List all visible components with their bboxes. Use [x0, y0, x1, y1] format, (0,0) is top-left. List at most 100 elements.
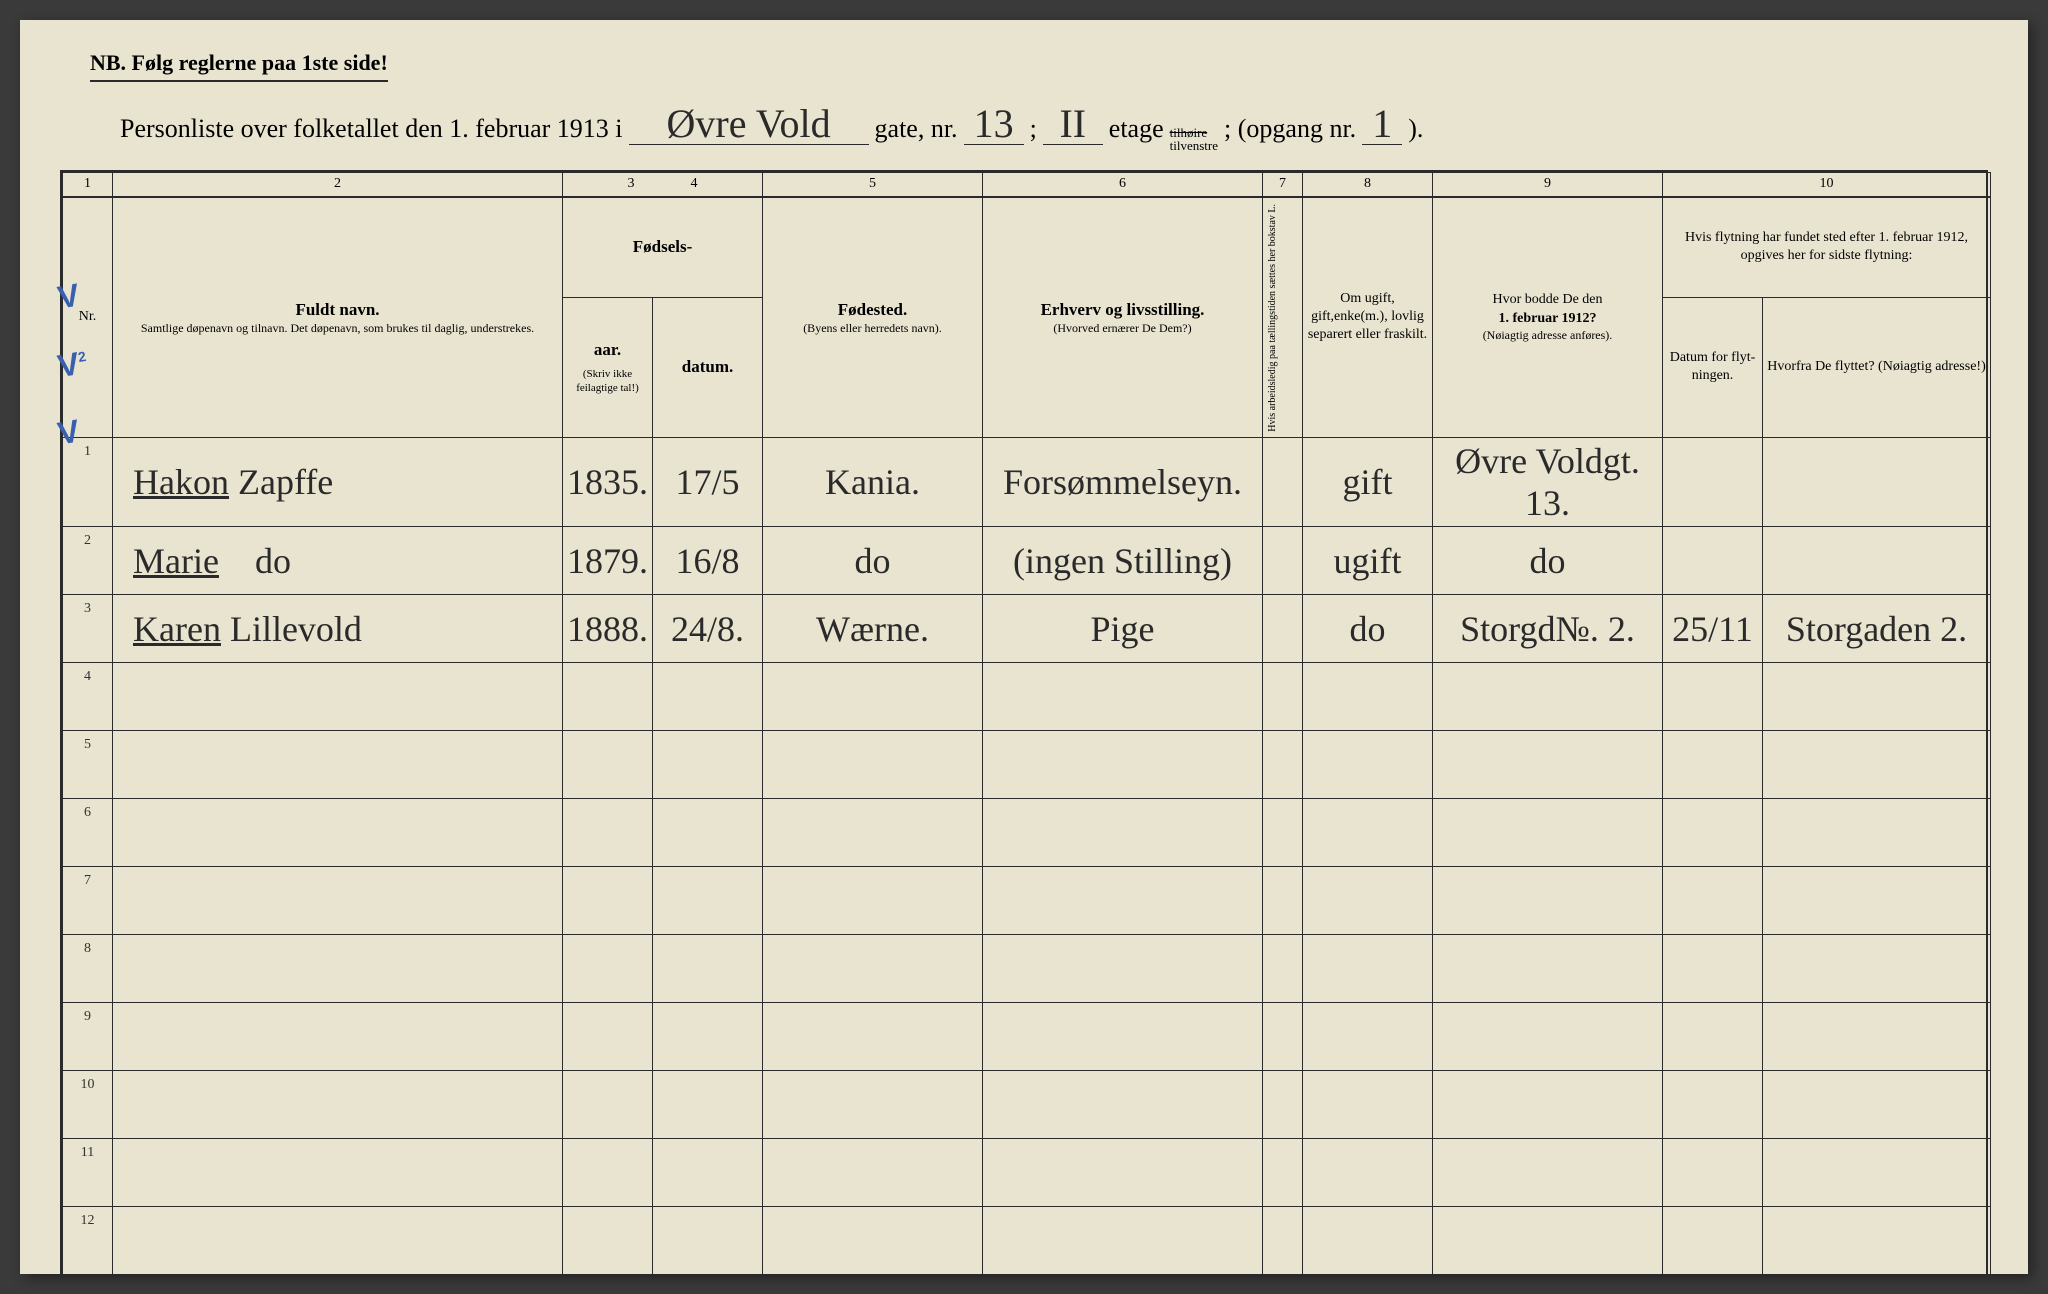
- colnum-6: 6: [983, 173, 1263, 197]
- cell-flytdat: [1663, 799, 1763, 867]
- cell-datum: [653, 731, 763, 799]
- cell-status: [1303, 731, 1433, 799]
- cell-flytfra: [1763, 1139, 1991, 1207]
- cell-status: [1303, 935, 1433, 1003]
- cell-flytdat: [1663, 663, 1763, 731]
- cell-status: [1303, 1003, 1433, 1071]
- cell-fodested: [763, 799, 983, 867]
- cell-name: Marie do: [113, 527, 563, 595]
- row-number: 5: [63, 731, 113, 799]
- cell-addr: [1433, 1003, 1663, 1071]
- cell-erhverv: [983, 731, 1263, 799]
- cell-datum: [653, 663, 763, 731]
- cell-status: [1303, 799, 1433, 867]
- hdr-col10-top: Hvis flytning har fundet sted efter 1. f…: [1663, 197, 1991, 298]
- cell-col7: [1263, 595, 1303, 663]
- cell-name: [113, 867, 563, 935]
- cell-aar: [563, 1139, 653, 1207]
- cell-datum: 17/5: [653, 438, 763, 527]
- colnum-10: 10: [1663, 173, 1991, 197]
- cell-fodested: Kania.: [763, 438, 983, 527]
- row-number: 10: [63, 1071, 113, 1139]
- row-number: 7: [63, 867, 113, 935]
- cell-name: [113, 663, 563, 731]
- cell-name: [113, 935, 563, 1003]
- hdr-nr: Nr.: [63, 197, 113, 438]
- blue-checkmark-2: V2: [55, 344, 90, 385]
- title-row: Personliste over folketallet den 1. febr…: [120, 104, 1988, 152]
- cell-col7: [1263, 1071, 1303, 1139]
- cell-flytdat: [1663, 1003, 1763, 1071]
- cell-flytdat: [1663, 1207, 1763, 1275]
- cell-col7: [1263, 663, 1303, 731]
- cell-flytfra: [1763, 731, 1991, 799]
- hdr-name-sub: Samtlige døpenavn og tilnavn. Det døpena…: [117, 321, 558, 337]
- cell-name: Hakon Zapffe: [113, 438, 563, 527]
- opgang-label: ; (opgang nr.: [1224, 114, 1356, 144]
- cell-erhverv: Pige: [983, 595, 1263, 663]
- cell-datum: 16/8: [653, 527, 763, 595]
- cell-col7: [1263, 1207, 1303, 1275]
- cell-status: [1303, 663, 1433, 731]
- cell-addr: [1433, 1139, 1663, 1207]
- cell-flytfra: [1763, 799, 1991, 867]
- cell-datum: [653, 799, 763, 867]
- colnum-7: 7: [1263, 173, 1303, 197]
- cell-col7: [1263, 527, 1303, 595]
- hdr-col9-sub: (Nøiagtig adresse anføres).: [1437, 328, 1658, 344]
- cell-flytdat: [1663, 527, 1763, 595]
- hdr-col8: Om ugift, gift,enke(m.), lovlig separert…: [1303, 197, 1433, 438]
- cell-erhverv: [983, 1139, 1263, 1207]
- hdr-fodested-sub: (Byens eller herredets navn).: [767, 321, 978, 337]
- cell-flytdat: [1663, 935, 1763, 1003]
- cell-aar: [563, 663, 653, 731]
- cell-status: gift: [1303, 438, 1433, 527]
- cell-status: [1303, 1071, 1433, 1139]
- cell-datum: [653, 1139, 763, 1207]
- table-row: 7: [63, 867, 1991, 935]
- side-options: tilhøire tilvenstre: [1170, 126, 1218, 152]
- row-number: 3: [63, 595, 113, 663]
- cell-flytfra: Storgaden 2.: [1763, 595, 1991, 663]
- cell-erhverv: [983, 1071, 1263, 1139]
- row-number: 6: [63, 799, 113, 867]
- cell-fodested: [763, 1071, 983, 1139]
- cell-flytdat: [1663, 731, 1763, 799]
- cell-addr: [1433, 1071, 1663, 1139]
- cell-erhverv: [983, 1003, 1263, 1071]
- cell-addr: [1433, 935, 1663, 1003]
- cell-fodested: do: [763, 527, 983, 595]
- hdr-col10b: Hvorfra De flyttet? (Nøiagtig adresse!): [1763, 297, 1991, 438]
- row-number: 8: [63, 935, 113, 1003]
- cell-erhverv: [983, 867, 1263, 935]
- cell-flytfra: [1763, 1003, 1991, 1071]
- table-row: 11: [63, 1139, 1991, 1207]
- row-number: 1: [63, 438, 113, 527]
- hdr-name-title: Fuldt navn.: [117, 299, 558, 321]
- cell-status: [1303, 1139, 1433, 1207]
- cell-fodested: [763, 1003, 983, 1071]
- cell-datum: [653, 935, 763, 1003]
- cell-erhverv: Forsømmelseyn.: [983, 438, 1263, 527]
- cell-flytdat: 25/11: [1663, 595, 1763, 663]
- cell-datum: [653, 867, 763, 935]
- cell-addr: [1433, 867, 1663, 935]
- cell-status: [1303, 867, 1433, 935]
- opgang-number-field: 1: [1362, 104, 1402, 145]
- hdr-fodested: Fødested. (Byens eller herredets navn).: [763, 197, 983, 438]
- census-table-wrap: 1 2 3 4 5 6 7 8 9 10 Nr. Fuldt navn. Sam…: [60, 170, 1988, 1277]
- cell-flytdat: [1663, 1071, 1763, 1139]
- title-prefix: Personliste over folketallet den 1. febr…: [120, 114, 623, 144]
- etage-field: II: [1043, 104, 1103, 145]
- row-number: 2: [63, 527, 113, 595]
- cell-flytfra: [1763, 867, 1991, 935]
- cell-col7: [1263, 438, 1303, 527]
- cell-aar: [563, 935, 653, 1003]
- cell-datum: [653, 1071, 763, 1139]
- cell-addr: Storgd№. 2.: [1433, 595, 1663, 663]
- street-name-field: Øvre Vold: [629, 104, 869, 145]
- cell-name: [113, 1003, 563, 1071]
- etage-label: etage: [1109, 114, 1164, 144]
- colnum-3-4: 3 4: [563, 173, 763, 197]
- cell-datum: 24/8.: [653, 595, 763, 663]
